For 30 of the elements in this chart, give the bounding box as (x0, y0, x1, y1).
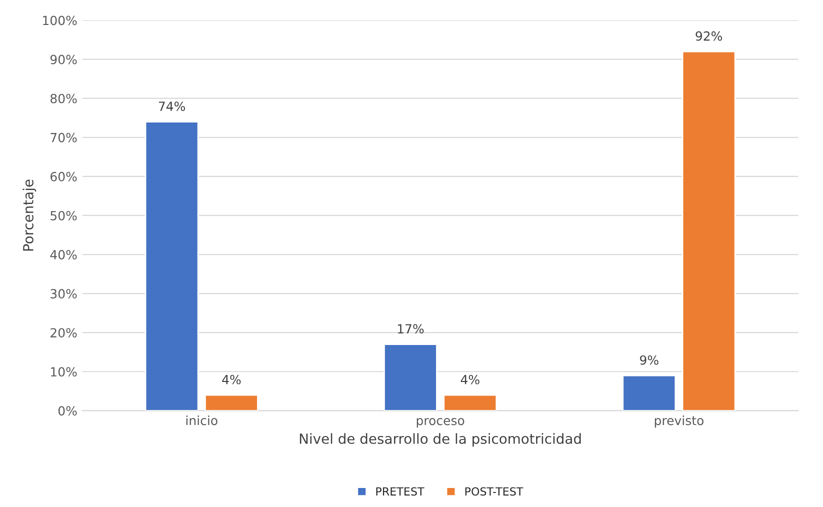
y-tick-label: 100% (43, 16, 77, 26)
bar (622, 374, 676, 411)
bar (443, 394, 498, 411)
y-tick-label: 0% (58, 406, 77, 416)
bar (204, 394, 258, 411)
data-label: 9% (640, 355, 658, 365)
x-tick-label: inicio (186, 416, 218, 426)
x-tick-label: previsto (654, 416, 704, 428)
y-tick-label: 40% (50, 250, 77, 260)
data-label: 92% (696, 31, 722, 41)
y-tick-label: 60% (50, 172, 77, 182)
x-axis-title: Nivel de desarrollo de la psicomotricidad (300, 433, 581, 447)
bar (144, 121, 199, 411)
x-tick-label: proceso (416, 418, 464, 428)
bar (682, 50, 736, 411)
y-tick-label: 80% (50, 94, 77, 104)
data-label: 4% (222, 374, 241, 384)
legend-label: PRETEST (376, 487, 424, 496)
y-tick-label: 50% (50, 210, 77, 220)
y-tick-label: 30% (50, 289, 77, 298)
legend-label: POST-TEST (465, 487, 524, 496)
y-axis-title: Porcentaje (22, 180, 36, 251)
bar (384, 344, 438, 411)
y-tick-label: 70% (50, 132, 77, 142)
y-tick-label: 10% (51, 367, 77, 377)
data-label: 74% (158, 102, 186, 112)
data-label: 4% (460, 374, 480, 384)
data-label: 17% (398, 324, 424, 334)
y-tick-label: 90% (50, 54, 77, 64)
y-tick-label: 20% (50, 328, 77, 338)
